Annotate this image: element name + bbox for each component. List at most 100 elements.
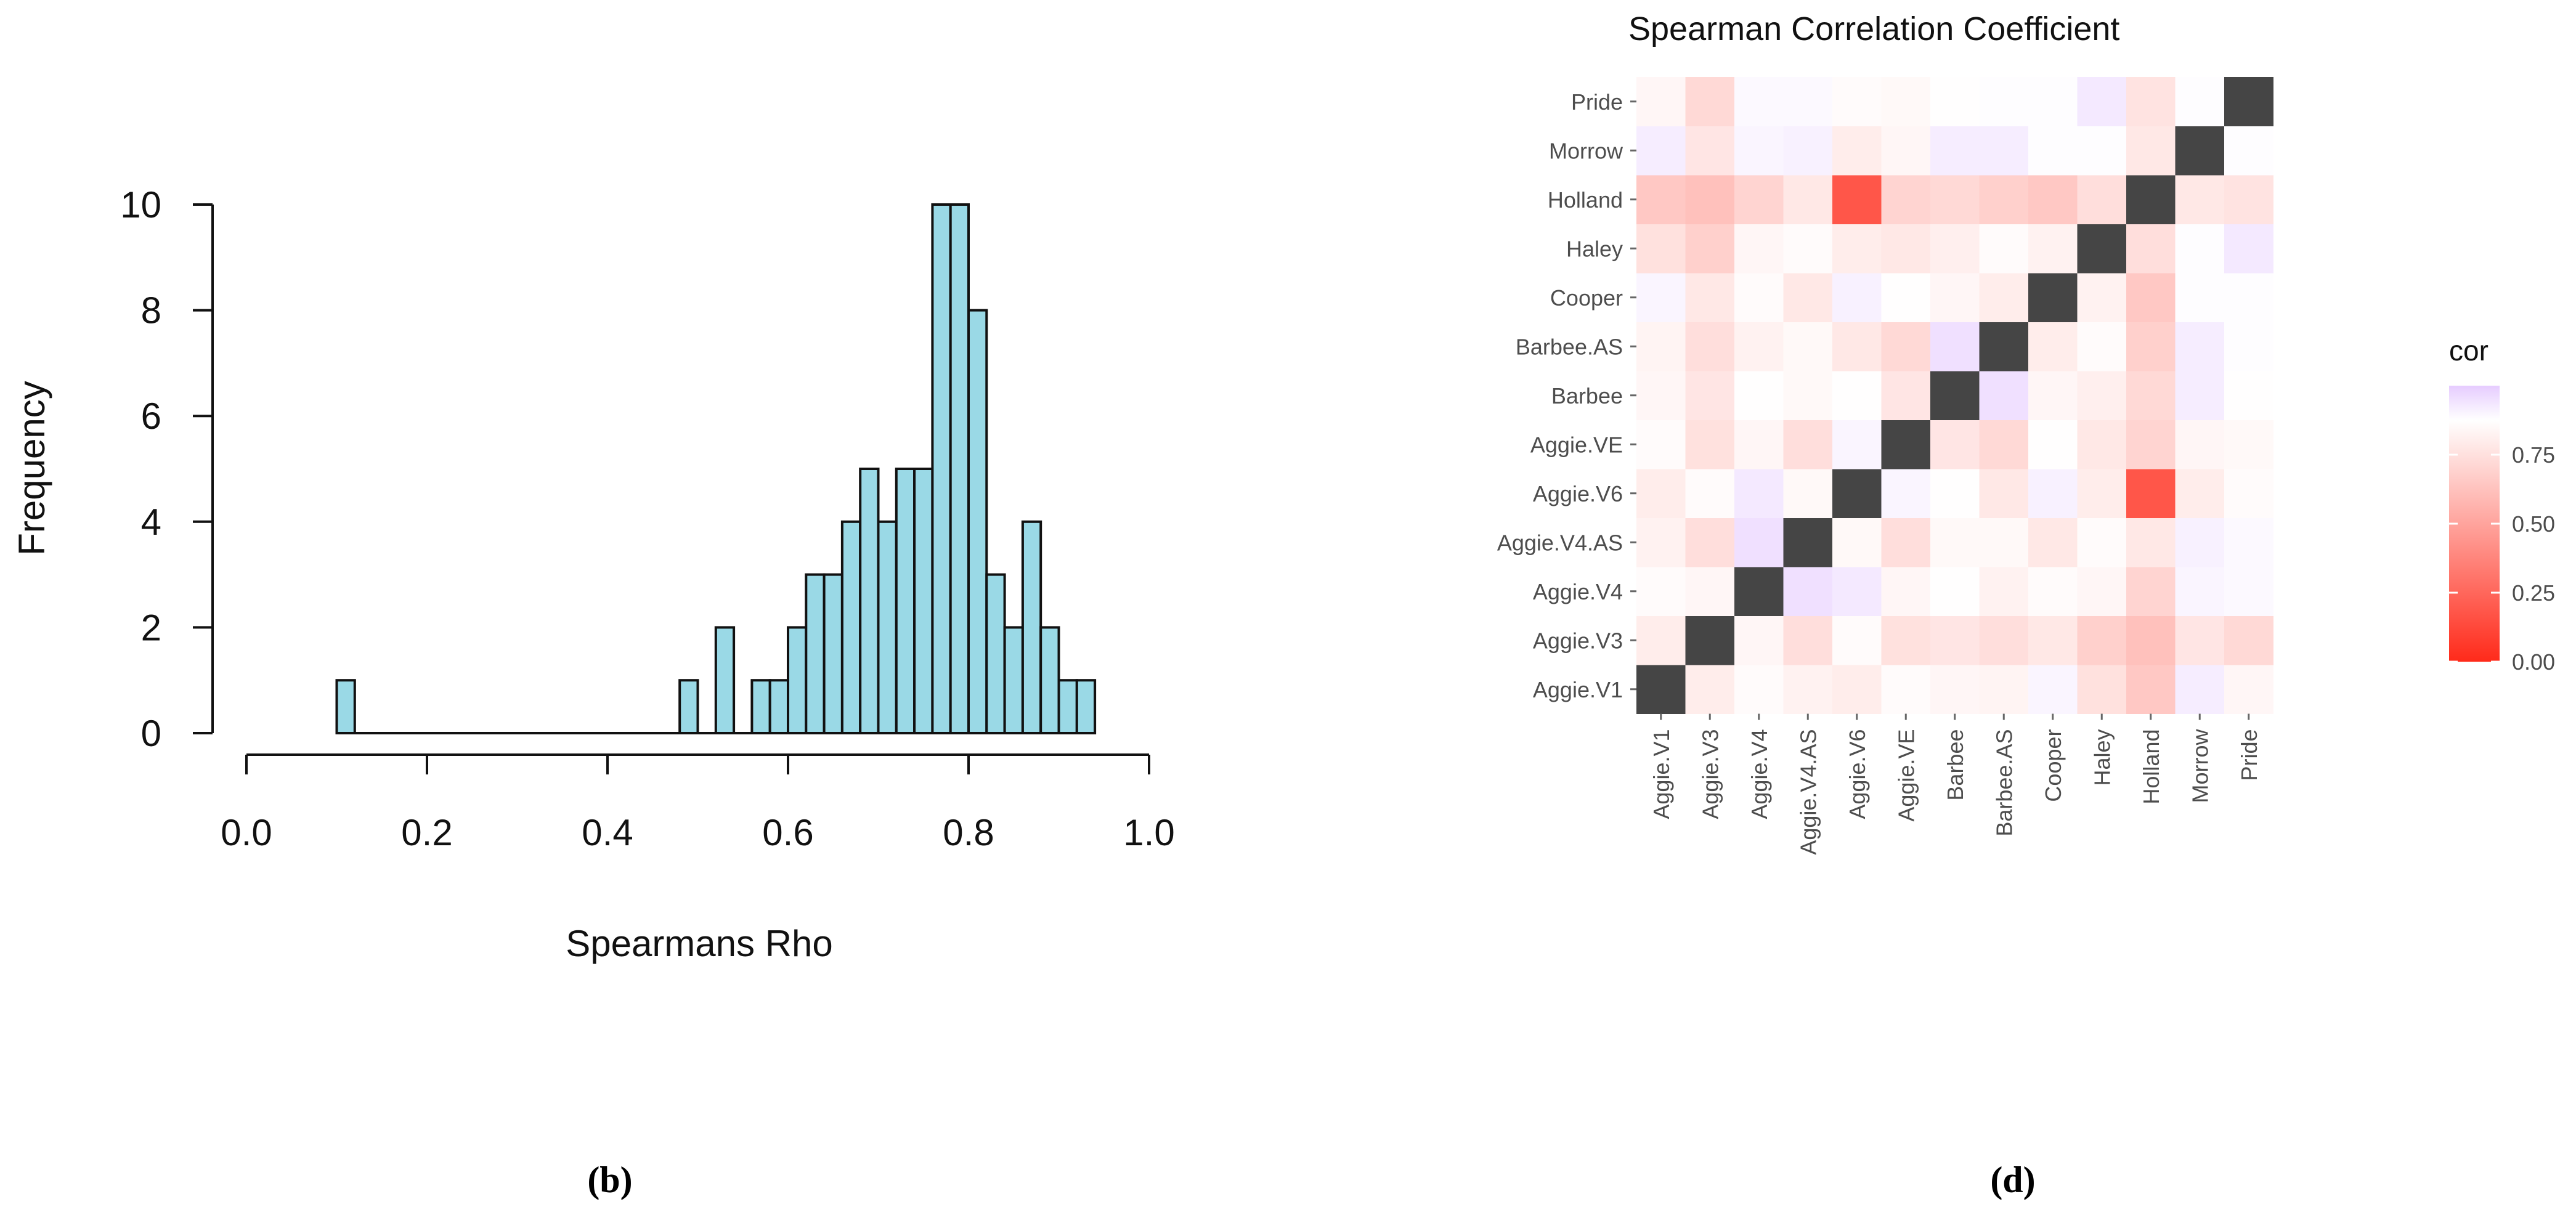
heatmap-cell	[1685, 224, 1735, 274]
heatmap-cell	[2175, 126, 2225, 176]
histogram-bar	[714, 626, 736, 735]
heatmap-cell	[2175, 518, 2225, 567]
heatmap-col-label: Aggie.V1	[1649, 729, 1674, 819]
heatmap-cell	[1734, 77, 1784, 126]
x-tick-label: 0.0	[221, 812, 272, 853]
heatmap-cell	[1979, 175, 2029, 224]
heatmap-cell	[1930, 615, 1980, 665]
heatmap-cell	[1881, 615, 1931, 665]
heatmap-cell	[1636, 518, 1686, 567]
heatmap-cell	[1636, 126, 1686, 176]
heatmap-cell	[1734, 665, 1784, 714]
heatmap-cell	[1636, 371, 1686, 420]
heatmap-cell	[2175, 665, 2225, 714]
heatmap-col-label: Barbee	[1943, 729, 1968, 801]
heatmap-cell	[2175, 567, 2225, 616]
heatmap-cell	[1783, 273, 1833, 322]
heatmap-cell	[1979, 371, 2029, 420]
heatmap-cell	[1881, 273, 1931, 322]
heatmap-cell	[1734, 322, 1784, 371]
heatmap-cell	[1734, 469, 1784, 518]
heatmap-cell	[1685, 273, 1735, 322]
heatmap-cell	[1685, 469, 1735, 518]
heatmap-cell	[1685, 518, 1735, 567]
x-tick-label: 0.4	[582, 812, 633, 853]
heatmap-cell	[1636, 273, 1686, 322]
heatmap-cell	[2126, 175, 2176, 224]
heatmap-cell	[1832, 273, 1882, 322]
heatmap-cell	[2077, 469, 2127, 518]
panel-label-d: (d)	[1990, 1159, 2035, 1200]
heatmap-cell	[1930, 420, 1980, 469]
histogram-bar	[335, 679, 356, 734]
heatmap-cell	[1636, 224, 1686, 274]
heatmap-cell	[2028, 469, 2078, 518]
heatmap-cell	[1881, 665, 1931, 714]
heatmap-col-label: Aggie.V3	[1697, 729, 1723, 819]
heatmap-cell	[1734, 518, 1784, 567]
heatmap-cell	[1685, 420, 1735, 469]
heatmap-cell	[2224, 224, 2273, 274]
heatmap-cell	[1636, 567, 1686, 616]
heatmap-cell	[1783, 126, 1833, 176]
heatmap-cell	[1881, 420, 1931, 469]
histogram-bar	[985, 573, 1006, 734]
heatmap-cell	[1783, 615, 1833, 665]
heatmap-cell	[2224, 126, 2273, 176]
heatmap-cell	[2175, 615, 2225, 665]
heatmap-cell	[1685, 175, 1735, 224]
histogram-bar	[877, 520, 898, 734]
histogram-bar	[1003, 626, 1024, 735]
histogram-bar	[913, 468, 934, 734]
heatmap-cell	[2028, 126, 2078, 176]
heatmap-row-label: Pride	[1571, 89, 1623, 115]
heatmap-cell	[1783, 77, 1833, 126]
heatmap-cell	[1685, 567, 1735, 616]
heatmap-cell	[2126, 665, 2176, 714]
heatmap-cell	[1930, 224, 1980, 274]
heatmap-cell	[1881, 371, 1931, 420]
heatmap-cell	[2175, 224, 2225, 274]
heatmap-cell	[2077, 371, 2127, 420]
heatmap-cell	[2028, 77, 2078, 126]
heatmap-cell	[1979, 615, 2029, 665]
heatmap-cell	[1734, 273, 1784, 322]
heatmap-cell	[1979, 224, 2029, 274]
heatmap-x-labels: Aggie.V1 Aggie.V3 Aggie.V4 Aggie.V4.AS Aggie…	[1649, 713, 2262, 855]
heatmap-cell	[2028, 567, 2078, 616]
histogram-axes: 0.0 0.2 0.4 0.6 0.8 1.0 0 2 4 6 8 10	[120, 184, 1174, 853]
heatmap-cell	[1832, 77, 1882, 126]
heatmap-cell	[2126, 469, 2176, 518]
heatmap-cell	[1979, 322, 2029, 371]
heatmap-cell	[1979, 518, 2029, 567]
heatmap-cell	[2175, 273, 2225, 322]
heatmap-cell	[2126, 77, 2176, 126]
heatmap-row-label: Aggie.V3	[1533, 628, 1623, 653]
heatmap-col-label: Holland	[2139, 729, 2164, 805]
y-tick-label: 0	[141, 713, 161, 754]
heatmap-cell	[2028, 518, 2078, 567]
heatmap-row-label: Haley	[1566, 236, 1623, 261]
heatmap-col-label: Aggie.V4.AS	[1795, 729, 1821, 855]
heatmap-cell	[1734, 371, 1784, 420]
heatmap-cell	[2028, 371, 2078, 420]
histogram-bar	[1039, 626, 1060, 735]
heatmap-cell	[1930, 175, 1980, 224]
histogram-bar	[823, 573, 843, 734]
heatmap-legend: cor 0.00 0.25 0.50 0.75	[2449, 335, 2555, 675]
heatmap-col-label: Barbee.AS	[1991, 729, 2017, 837]
histogram-bar	[768, 679, 789, 734]
heatmap-cell	[1636, 77, 1686, 126]
heatmap-cell	[2224, 665, 2273, 714]
heatmap-cell	[1783, 175, 1833, 224]
heatmap-cell	[1930, 469, 1980, 518]
heatmap-cell	[1930, 126, 1980, 176]
heatmap-cell	[2077, 518, 2127, 567]
heatmap-cell	[2028, 322, 2078, 371]
heatmap-cell	[1832, 469, 1882, 518]
heatmap-cell	[1979, 469, 2029, 518]
histogram-bar	[895, 468, 916, 734]
x-tick-label: 0.8	[943, 812, 994, 853]
heatmap-cell	[2175, 420, 2225, 469]
